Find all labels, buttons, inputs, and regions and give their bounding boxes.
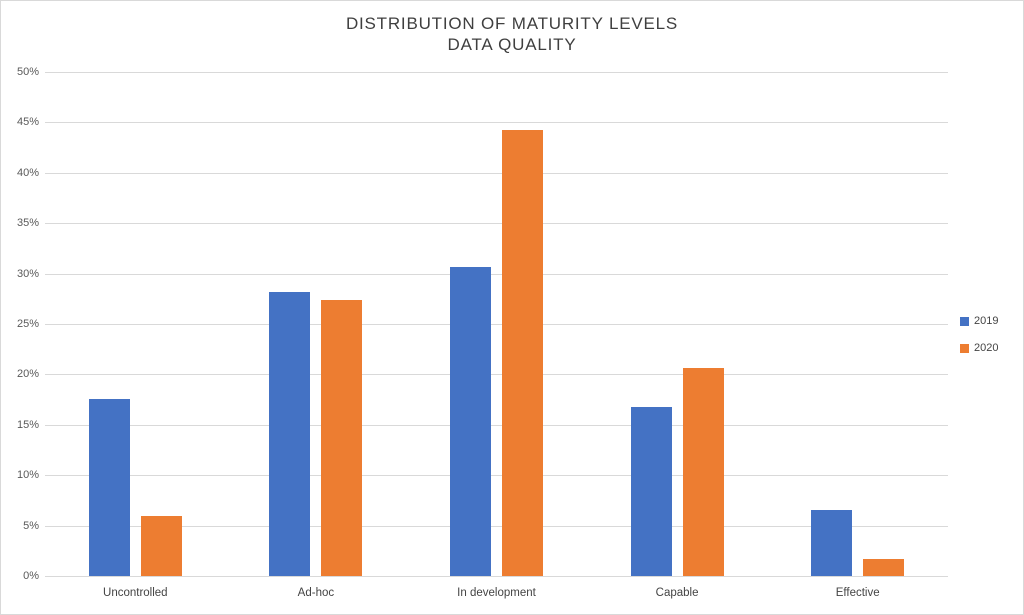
- y-tick-label-20: 20%: [16, 368, 39, 381]
- y-tick-label-0: 0%: [23, 570, 39, 582]
- bar-2020-uncontrolled: [140, 515, 182, 576]
- y-tick-label-50: 50%: [16, 66, 39, 78]
- chart-title: DISTRIBUTION OF MATURITY LEVELS DATA QUA…: [1, 13, 1023, 55]
- legend-label-2020: 2020: [974, 342, 999, 354]
- chart-title-line1: DISTRIBUTION OF MATURITY LEVELS: [345, 14, 679, 33]
- x-tick-label-uncontrolled: Uncontrolled: [103, 587, 168, 599]
- y-tick-label-10: 10%: [16, 469, 39, 482]
- bar-group-uncontrolled: [45, 72, 226, 576]
- gridline-35: [45, 223, 948, 225]
- x-tick-label-in-development: In development: [457, 587, 536, 599]
- gridline-0: [45, 576, 948, 577]
- bar-group-capable: [587, 72, 768, 576]
- legend-label-2019: 2019: [974, 315, 999, 327]
- gridline-25: [45, 324, 948, 325]
- gridline-50: [45, 72, 948, 73]
- y-tick-label-40: 40%: [16, 166, 39, 179]
- x-tick-label-ad-hoc: Ad-hoc: [297, 587, 335, 599]
- y-tick-label-5: 5%: [23, 519, 39, 532]
- legend-swatch-2020: [960, 343, 969, 353]
- gridline-5: [45, 525, 948, 527]
- legend: 2019 2020: [960, 315, 998, 369]
- gridline-10: [45, 475, 948, 477]
- y-axis: 0% 5% 10% 15% 20% 25% 30% 35% 40% 45% 50%: [1, 66, 39, 582]
- bar-group-effective: [767, 72, 948, 576]
- x-tick-label-effective: Effective: [835, 587, 880, 599]
- bar-group-ad-hoc: [226, 72, 407, 576]
- y-tick-label-30: 30%: [16, 267, 39, 280]
- legend-entry-2019: 2019: [960, 315, 998, 327]
- plot-area: [45, 72, 948, 577]
- y-tick-label-35: 35%: [16, 217, 39, 230]
- bar-2019-uncontrolled: [88, 398, 130, 576]
- gridline-20: [45, 374, 948, 376]
- bar-2019-effective: [811, 510, 853, 576]
- chart-title-line2: DATA QUALITY: [447, 35, 577, 54]
- legend-entry-2020: 2020: [960, 342, 998, 354]
- bar-2020-effective: [863, 558, 905, 576]
- bar-group-in-development: [406, 72, 587, 576]
- gridline-15: [45, 424, 948, 426]
- bar-2019-capable: [630, 406, 672, 576]
- x-axis: Uncontrolled Ad-hoc In development Capable E…: [45, 587, 948, 603]
- bar-2020-capable: [682, 368, 724, 576]
- bar-2019-ad-hoc: [269, 291, 311, 576]
- bar-2020-ad-hoc: [321, 299, 363, 576]
- x-tick-label-capable: Capable: [655, 587, 699, 599]
- y-tick-label-45: 45%: [16, 116, 39, 129]
- y-tick-label-25: 25%: [16, 318, 39, 330]
- y-tick-label-15: 15%: [16, 418, 39, 431]
- gridline-45: [45, 122, 948, 124]
- bar-2019-in-development: [449, 266, 491, 576]
- gridline-30: [45, 273, 948, 275]
- legend-swatch-2019: [960, 316, 969, 326]
- gridline-40: [45, 172, 948, 174]
- bar-2020-in-development: [501, 130, 543, 576]
